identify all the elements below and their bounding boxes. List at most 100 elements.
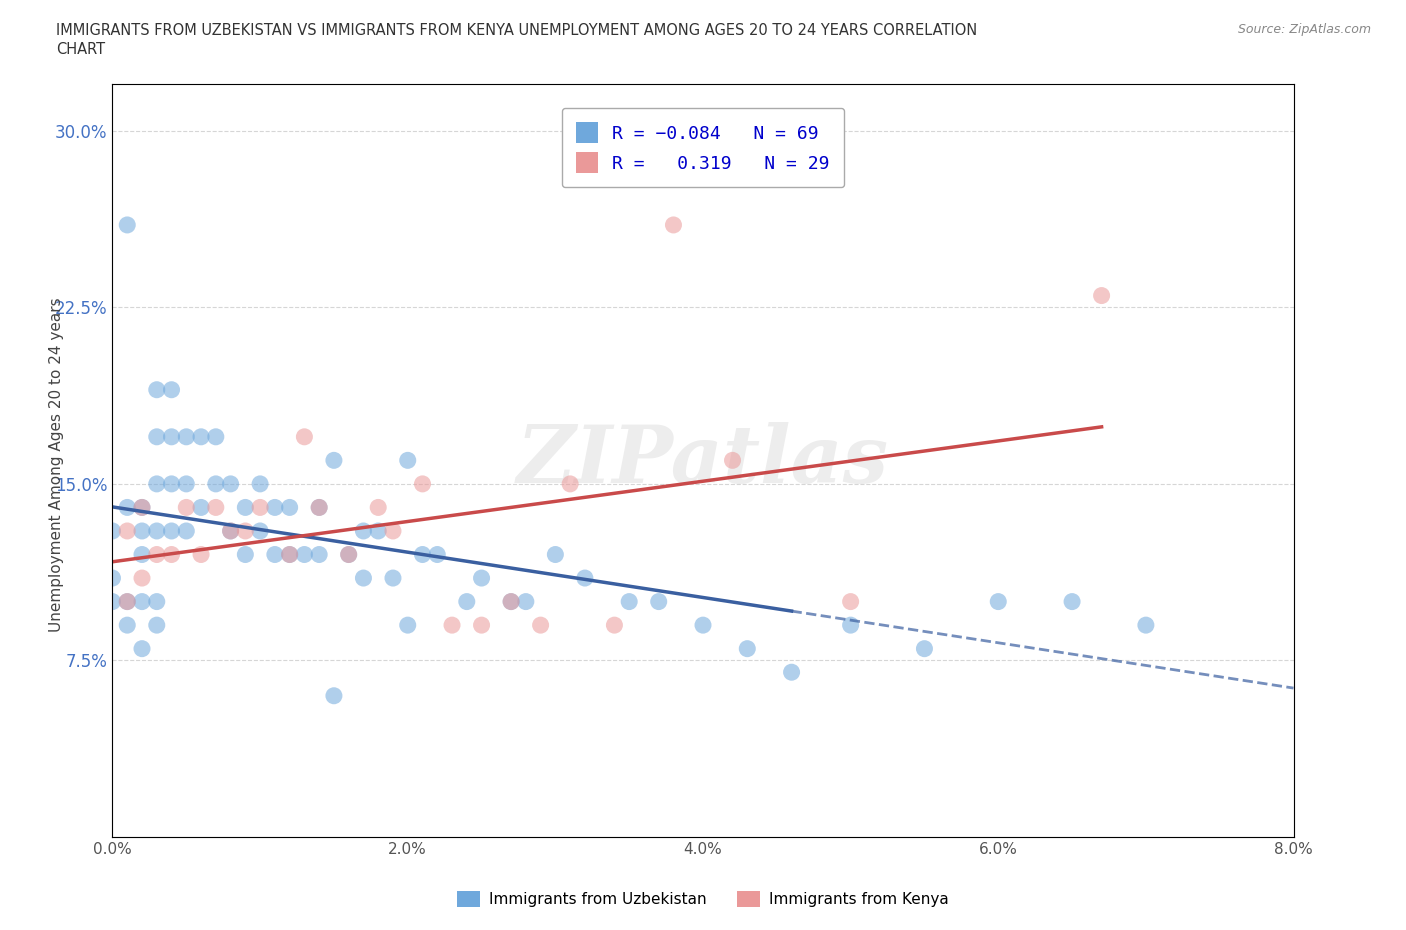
Text: CHART: CHART: [56, 42, 105, 57]
Point: [382, 571, 405, 586]
Point: [987, 594, 1010, 609]
Point: [662, 218, 685, 232]
Point: [471, 571, 494, 586]
Point: [264, 547, 287, 562]
Point: [205, 430, 228, 445]
Point: [219, 524, 242, 538]
Point: [205, 500, 228, 515]
Point: [174, 524, 197, 538]
Point: [249, 524, 271, 538]
Point: [323, 688, 346, 703]
Point: [352, 571, 374, 586]
Legend: Immigrants from Uzbekistan, Immigrants from Kenya: Immigrants from Uzbekistan, Immigrants f…: [451, 884, 955, 913]
Point: [101, 524, 124, 538]
Point: [131, 642, 153, 657]
Point: [692, 618, 714, 632]
Point: [146, 476, 169, 491]
Point: [160, 382, 183, 397]
Point: [337, 547, 360, 562]
Point: [233, 524, 256, 538]
Point: [323, 453, 346, 468]
Text: Source: ZipAtlas.com: Source: ZipAtlas.com: [1237, 23, 1371, 36]
Point: [233, 500, 256, 515]
Point: [146, 524, 169, 538]
Point: [146, 430, 169, 445]
Point: [131, 571, 153, 586]
Point: [1062, 594, 1084, 609]
Point: [471, 618, 494, 632]
Point: [412, 547, 434, 562]
Point: [101, 594, 124, 609]
Point: [501, 594, 523, 609]
Point: [544, 547, 567, 562]
Point: [131, 594, 153, 609]
Point: [117, 618, 138, 632]
Point: [574, 571, 596, 586]
Point: [278, 500, 301, 515]
Point: [914, 642, 936, 657]
Point: [839, 618, 862, 632]
Point: [647, 594, 671, 609]
Point: [412, 476, 434, 491]
Point: [441, 618, 464, 632]
Point: [396, 453, 419, 468]
Point: [396, 618, 419, 632]
Point: [131, 500, 153, 515]
Point: [174, 476, 197, 491]
Point: [219, 476, 242, 491]
Point: [249, 500, 271, 515]
Point: [721, 453, 744, 468]
Point: [160, 476, 183, 491]
Point: [190, 430, 212, 445]
Text: Unemployment Among Ages 20 to 24 years: Unemployment Among Ages 20 to 24 years: [49, 298, 63, 632]
Point: [160, 430, 183, 445]
Point: [529, 618, 551, 632]
Point: [308, 547, 330, 562]
Text: ZIPatlas: ZIPatlas: [517, 421, 889, 499]
Point: [117, 500, 138, 515]
Point: [780, 665, 803, 680]
Point: [233, 547, 256, 562]
Point: [205, 476, 228, 491]
Point: [131, 547, 153, 562]
Point: [174, 500, 197, 515]
Point: [219, 524, 242, 538]
Legend: R = −0.084   N = 69, R =   0.319   N = 29: R = −0.084 N = 69, R = 0.319 N = 29: [562, 108, 844, 188]
Point: [456, 594, 478, 609]
Point: [308, 500, 330, 515]
Point: [131, 524, 153, 538]
Point: [278, 547, 301, 562]
Point: [117, 218, 138, 232]
Point: [367, 500, 389, 515]
Point: [292, 547, 315, 562]
Point: [160, 547, 183, 562]
Point: [382, 524, 405, 538]
Point: [737, 642, 759, 657]
Point: [249, 476, 271, 491]
Point: [619, 594, 641, 609]
Point: [174, 430, 197, 445]
Point: [131, 500, 153, 515]
Point: [190, 547, 212, 562]
Point: [560, 476, 582, 491]
Point: [117, 594, 138, 609]
Point: [278, 547, 301, 562]
Point: [160, 524, 183, 538]
Point: [146, 382, 169, 397]
Point: [292, 430, 315, 445]
Point: [337, 547, 360, 562]
Point: [117, 594, 138, 609]
Point: [190, 500, 212, 515]
Point: [367, 524, 389, 538]
Text: IMMIGRANTS FROM UZBEKISTAN VS IMMIGRANTS FROM KENYA UNEMPLOYMENT AMONG AGES 20 T: IMMIGRANTS FROM UZBEKISTAN VS IMMIGRANTS…: [56, 23, 977, 38]
Point: [1135, 618, 1157, 632]
Point: [264, 500, 287, 515]
Point: [146, 547, 169, 562]
Point: [839, 594, 862, 609]
Point: [603, 618, 626, 632]
Point: [146, 618, 169, 632]
Point: [515, 594, 537, 609]
Point: [352, 524, 374, 538]
Point: [308, 500, 330, 515]
Point: [117, 524, 138, 538]
